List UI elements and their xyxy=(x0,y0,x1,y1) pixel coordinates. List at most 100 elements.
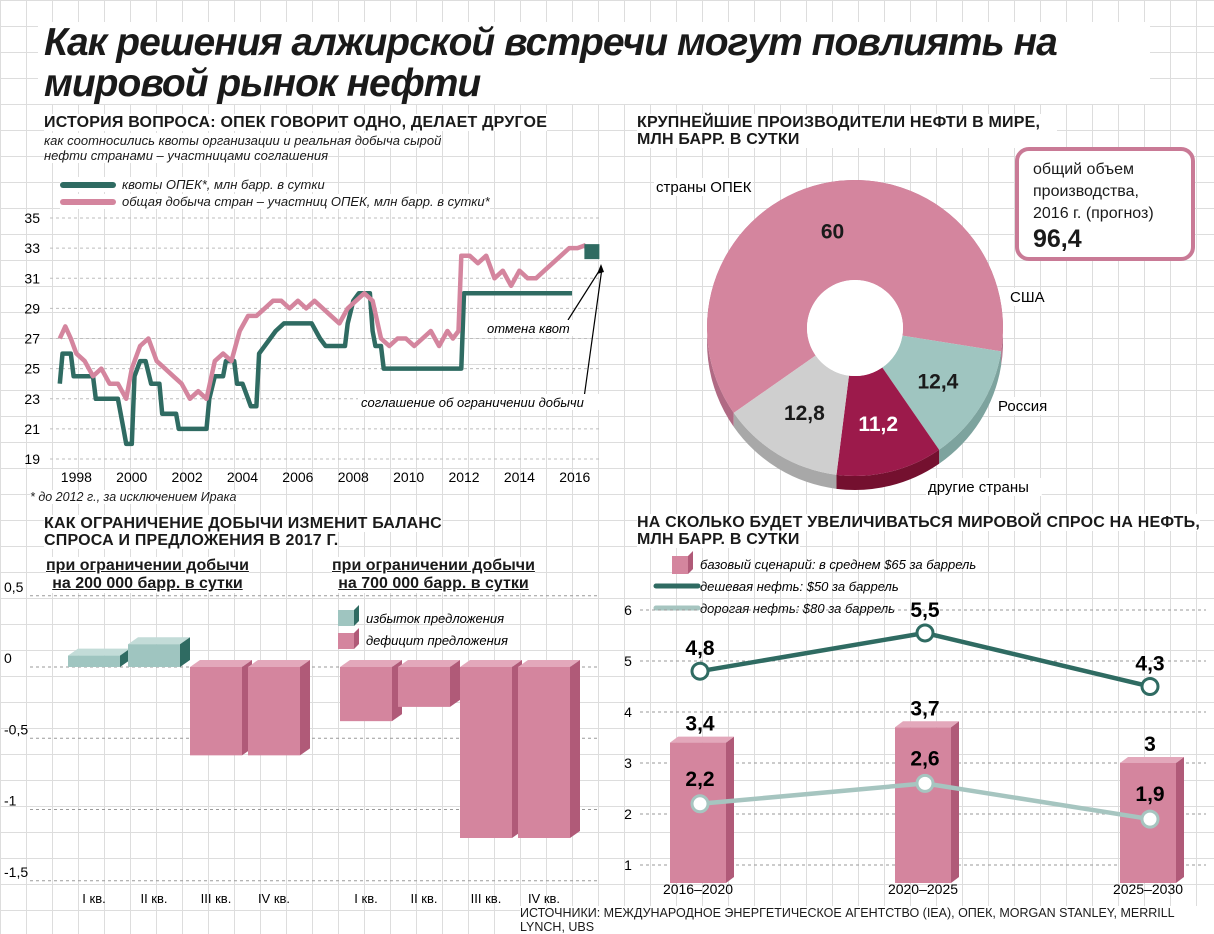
chart3-group2-title: при ограничении добычи на 700 000 барр. … xyxy=(332,557,535,593)
annot-agreement-bg xyxy=(358,394,602,410)
x-tick-label: 2025–2030 xyxy=(1113,881,1183,897)
chart1-title: ИСТОРИЯ ВОПРОСА: ОПЕК ГОВОРИТ ОДНО, ДЕЛА… xyxy=(44,114,548,131)
line-point xyxy=(915,773,935,793)
donut-value-label: 60 xyxy=(821,221,844,244)
bar-deficit xyxy=(518,667,570,838)
legend-swatch-base-side xyxy=(688,551,693,574)
bar-top xyxy=(895,721,959,728)
x-tick-label: 2004 xyxy=(227,469,258,485)
bar-side xyxy=(180,637,190,667)
bar-top xyxy=(460,660,522,667)
y-tick-label: 23 xyxy=(24,391,40,407)
donut-slice xyxy=(707,180,1003,413)
x-tick-label: 2008 xyxy=(338,469,369,485)
x-tick-label: 2006 xyxy=(282,469,313,485)
line-point xyxy=(1140,809,1160,829)
line-point xyxy=(1140,677,1160,696)
y-tick-label: 29 xyxy=(24,300,40,316)
bar-side xyxy=(300,660,310,756)
bar-base-scenario xyxy=(895,727,951,883)
chart1-footnote: * до 2012 г., за исключением Ирака xyxy=(30,490,237,504)
chart1-legend-quota: квоты ОПЕК*, млн барр. в сутки xyxy=(60,177,325,192)
bar-top xyxy=(340,660,402,667)
x-tick-label: II кв. xyxy=(140,891,167,906)
bar-side xyxy=(450,660,460,707)
chart4-bars: 3,4 3,7 3 xyxy=(670,697,1184,883)
bar-top xyxy=(518,660,580,667)
donut-slice-side xyxy=(733,412,837,489)
chart1-subtitle-2: нефти странами – участницами соглашения xyxy=(44,148,329,163)
series-quota-line xyxy=(57,291,572,447)
y-tick-label: 31 xyxy=(24,270,40,286)
legend-swatch-deficit xyxy=(338,633,354,649)
line-point xyxy=(690,794,710,814)
annot-cancel-arrowhead xyxy=(597,264,604,274)
legend-swatch-base xyxy=(672,556,688,574)
series-production-line xyxy=(57,242,587,402)
bar-top xyxy=(670,736,734,743)
bar-side xyxy=(726,736,734,883)
chart3-balance-bar-chart: -1,5 -1 -0,5 0 0,5 I кв. II кв. III кв. IV кв. I … xyxy=(4,579,600,906)
chart4-title-1: НА СКОЛЬКО БУДЕТ УВЕЛИЧИВАТЬСЯ МИРОВОЙ С… xyxy=(637,514,1200,531)
y-tick-label: 2 xyxy=(624,806,632,822)
donut-category-label: другие страны xyxy=(928,479,1029,496)
y-tick-label: 1 xyxy=(624,857,632,873)
legend-swatch-production xyxy=(60,198,116,205)
line-value-label: 2,2 xyxy=(685,768,714,791)
x-tick-label: 2002 xyxy=(172,469,203,485)
y-tick-label: 0,5 xyxy=(4,579,24,595)
bar-side xyxy=(570,660,580,838)
annot-cancel-arrow xyxy=(567,267,602,321)
donut-value-label: 12,8 xyxy=(784,402,825,425)
bar-top xyxy=(68,648,130,656)
bar-deficit xyxy=(340,667,392,722)
y-tick-label: 21 xyxy=(24,421,40,437)
y-tick-label: 3 xyxy=(624,755,632,771)
total-value: 96,4 xyxy=(1033,225,1082,253)
x-tick-label: 1998 xyxy=(61,469,92,485)
total-production-box: общий объем производства, 2016 г. (прогн… xyxy=(1015,147,1195,261)
bar-deficit xyxy=(460,667,512,838)
total-label-3: 2016 г. (прогноз) xyxy=(1033,205,1154,222)
y-tick-label: 19 xyxy=(24,451,40,467)
chart2-title: КРУПНЕЙШИЕ ПРОИЗВОДИТЕЛИ НЕФТИ В МИРЕ, М… xyxy=(637,114,1057,148)
group1-line1: при ограничении добычи xyxy=(46,557,249,574)
bar-deficit xyxy=(398,667,450,707)
sources: ИСТОЧНИКИ: МЕЖДУНАРОДНОЕ ЭНЕРГЕТИЧЕСКОЕ … xyxy=(520,906,1214,934)
legend-swatch-surplus-side xyxy=(354,605,359,626)
bar-value-label: 3,4 xyxy=(685,713,715,736)
line-value-label: 1,9 xyxy=(1135,783,1164,806)
bar-side xyxy=(1176,757,1184,883)
chart1-axes: 19 21 23 25 27 29 31 33 35 1998 2000 2002 2004 2006 20… xyxy=(24,210,600,485)
donut-category-label: США xyxy=(1010,289,1045,306)
legend-label-expensive: дорогая нефть: $80 за баррель xyxy=(700,601,895,616)
legend-label-production: общая добыча стран – участниц ОПЕК, млн … xyxy=(122,194,490,209)
chart3-bars xyxy=(68,637,580,838)
line-point xyxy=(915,623,935,643)
chart3-title-2: СПРОСА И ПРЕДЛОЖЕНИЯ В 2017 Г. xyxy=(44,532,339,549)
chart4-title-2: МЛН БАРР. В СУТКИ xyxy=(637,531,800,548)
chart3-legend: избыток предложения дефицит предложения xyxy=(338,605,508,649)
bar-side xyxy=(120,648,130,667)
bar-top xyxy=(128,637,190,645)
legend-label-deficit: дефицит предложения xyxy=(366,633,508,648)
bar-deficit xyxy=(190,667,242,756)
donut-slice xyxy=(882,335,1002,450)
legend-swatch-quota xyxy=(60,181,116,188)
y-tick-label: -1 xyxy=(4,793,17,809)
donut-labels: 60 12,4 11,2 12,8 страны ОПЕК США Россия другие… xyxy=(654,178,1052,496)
x-tick-label: I кв. xyxy=(82,891,105,906)
chart4-demand-chart: базовый сценарий: в среднем $65 за барре… xyxy=(624,551,1206,897)
donut-slices xyxy=(707,180,1003,490)
group2-line2: на 700 000 барр. в сутки xyxy=(338,575,529,592)
total-label-2: производства, xyxy=(1033,183,1139,200)
chart1-legend-production: общая добыча стран – участниц ОПЕК, млн … xyxy=(60,194,490,209)
bar-top xyxy=(1120,757,1184,763)
group2-line1: при ограничении добычи xyxy=(332,557,535,574)
legend-label-quota: квоты ОПЕК*, млн барр. в сутки xyxy=(122,177,325,192)
bar-top xyxy=(248,660,310,667)
donut-slice-side xyxy=(939,351,1002,464)
x-tick-label: I кв. xyxy=(354,891,377,906)
x-tick-label: 2014 xyxy=(504,469,535,485)
x-tick-label: III кв. xyxy=(471,891,502,906)
